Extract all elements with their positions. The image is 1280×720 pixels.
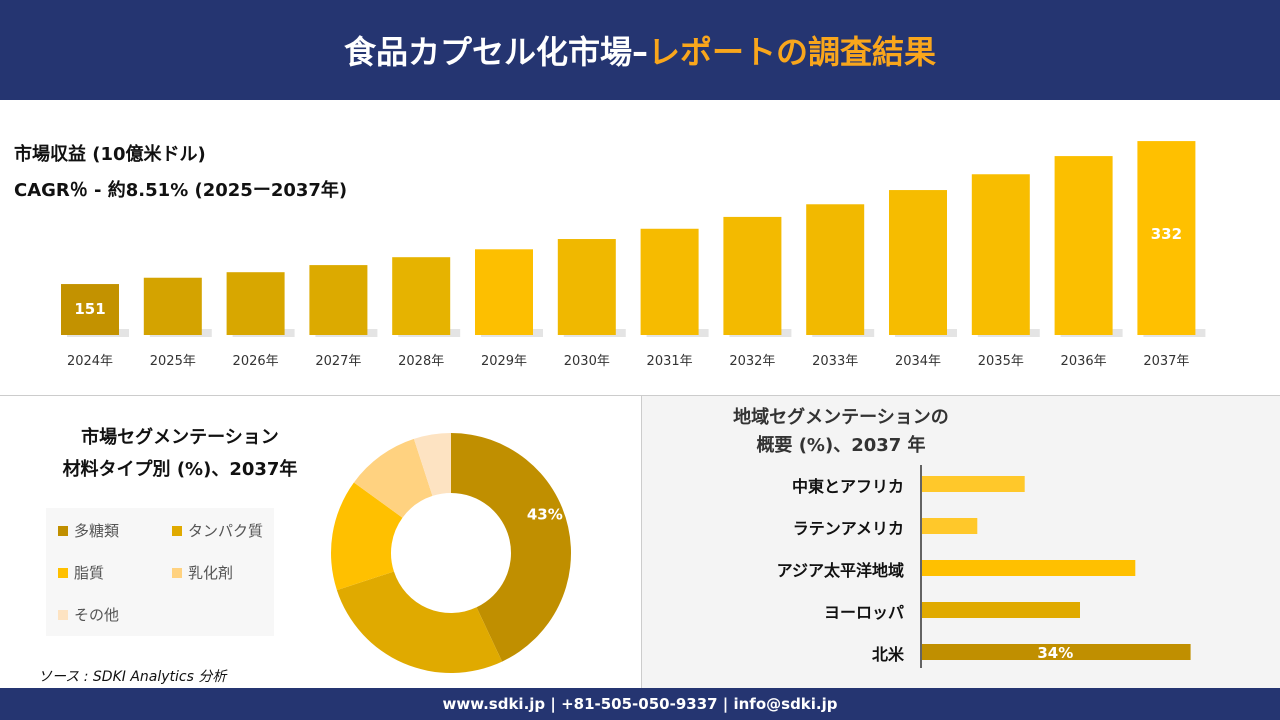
revenue-bar — [1054, 156, 1113, 335]
region-label: ヨーロッパ — [823, 603, 904, 622]
region-panel — [641, 396, 1280, 688]
legend-label: 多糖類 — [74, 522, 120, 540]
donut-slice — [331, 482, 403, 591]
region-data-label: 34% — [1037, 644, 1073, 662]
segment-title-line2: 材料タイプ別 (%)、2037年 — [62, 459, 298, 480]
legend-item: 乳化剤 — [172, 562, 233, 583]
year-tick-label: 2030年 — [564, 354, 610, 369]
legend-label: 脂質 — [74, 564, 105, 582]
donut-slice — [451, 433, 571, 662]
cagr-subtitle: CAGR％ - 約8.51% (2025ー2037年) — [14, 180, 348, 201]
revenue-bar — [806, 204, 865, 335]
segment-title-line1: 市場セグメンテーション — [81, 427, 279, 448]
region-label: アジア太平洋地域 — [776, 561, 904, 580]
bar-data-label: 151 — [74, 300, 105, 318]
year-tick-label: 2035年 — [978, 354, 1024, 369]
region-label: 北米 — [871, 645, 904, 664]
revenue-bar — [392, 257, 451, 335]
revenue-bar — [226, 272, 285, 335]
bar-data-label: 332 — [1151, 225, 1182, 243]
year-tick-label: 2026年 — [233, 354, 279, 369]
year-tick-label: 2027年 — [315, 354, 361, 369]
region-bar — [922, 602, 1080, 618]
year-tick-label: 2037年 — [1143, 354, 1189, 369]
region-label: ラテンアメリカ — [792, 519, 904, 538]
region-title-line1: 地域セグメンテーションの — [733, 407, 949, 428]
region-label: 中東とアフリカ — [791, 477, 904, 496]
donut-slice — [336, 571, 503, 673]
legend-label: 乳化剤 — [188, 564, 234, 582]
legend-swatch — [172, 525, 182, 536]
year-tick-label: 2034年 — [895, 354, 941, 369]
segment-chart-title: 市場セグメンテーション 材料タイプ別 (%)、2037年 — [0, 422, 360, 486]
region-bar — [922, 518, 978, 534]
legend-item: 脂質 — [58, 562, 104, 583]
title-accent: レポートの調査結果 — [648, 33, 937, 71]
revenue-bar — [889, 190, 947, 335]
revenue-chart-title: 市場収益 (10億米ドル) — [14, 144, 206, 165]
title-main: 食品カプセル化市場– — [343, 33, 648, 71]
revenue-bar — [475, 249, 533, 335]
region-bar — [922, 560, 1136, 576]
source-note: ソース : SDKI Analytics 分析 — [38, 669, 227, 685]
revenue-bar — [143, 277, 202, 335]
year-tick-label: 2032年 — [729, 354, 775, 369]
donut-data-label: 43% — [527, 505, 563, 523]
donut-slice — [413, 433, 451, 496]
legend-swatch — [58, 567, 68, 578]
section-divider — [0, 395, 1280, 396]
legend-label: タンパク質 — [188, 522, 264, 540]
region-bar — [922, 476, 1025, 492]
revenue-bar — [971, 174, 1030, 335]
revenue-bar — [309, 265, 368, 335]
year-tick-label: 2033年 — [812, 354, 858, 369]
legend-label: その他 — [74, 606, 120, 624]
donut-legend: 多糖類 タンパク質脂質 乳化剤その他 — [46, 508, 274, 636]
revenue-bar — [640, 228, 699, 335]
revenue-bar — [61, 284, 119, 335]
year-tick-label: 2024年 — [67, 354, 113, 369]
legend-item: 多糖類 — [58, 520, 119, 541]
legend-swatch — [172, 567, 182, 578]
year-tick-label: 2031年 — [647, 354, 693, 369]
year-tick-label: 2028年 — [398, 354, 444, 369]
donut-slice — [353, 438, 433, 518]
revenue-bar — [557, 239, 616, 335]
legend-swatch — [58, 609, 68, 620]
header-banner: 食品カプセル化市場– レポートの調査結果 — [0, 0, 1280, 100]
year-tick-label: 2036年 — [1061, 354, 1107, 369]
region-chart-title: 地域セグメンテーションの 概要 (%)、2037 年 — [641, 404, 1041, 460]
region-bar — [922, 644, 1191, 660]
footer-contact: www.sdki.jp | +81-505-050-9337 | info@sd… — [0, 688, 1280, 720]
year-tick-label: 2029年 — [481, 354, 527, 369]
region-title-line2: 概要 (%)、2037 年 — [756, 435, 926, 456]
revenue-bar — [723, 216, 782, 335]
legend-item: タンパク質 — [172, 520, 263, 541]
legend-item: その他 — [58, 604, 119, 625]
revenue-bar — [1137, 141, 1196, 335]
year-tick-label: 2025年 — [150, 354, 196, 369]
legend-swatch — [58, 525, 68, 536]
